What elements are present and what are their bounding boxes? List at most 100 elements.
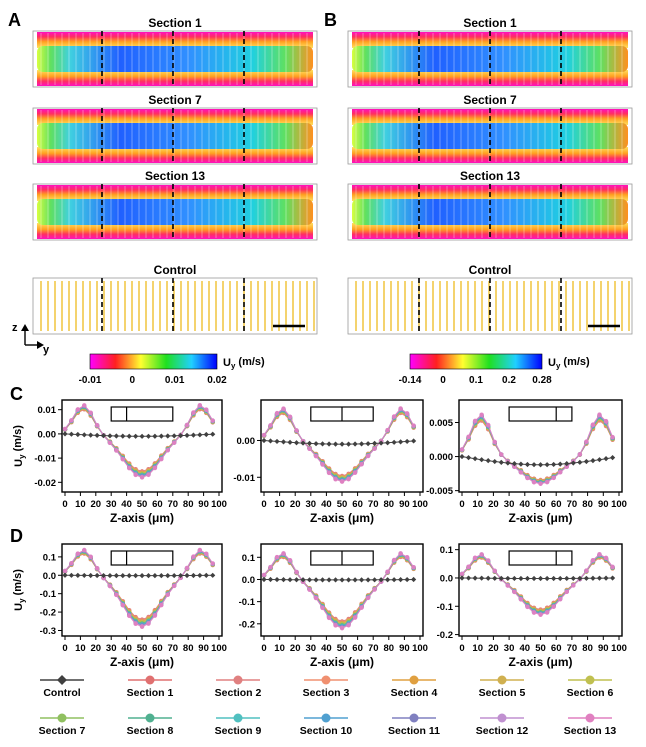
legend-item-section-7: Section 7 (39, 713, 85, 737)
x-tick-label: 0 (62, 643, 67, 654)
legend-marker (585, 675, 595, 685)
data-point (82, 403, 87, 408)
colorbar-tick-label: 0 (440, 375, 446, 386)
data-point (538, 612, 543, 617)
data-point (88, 432, 94, 438)
data-point (165, 572, 171, 579)
data-point (564, 575, 570, 582)
data-point (190, 572, 197, 579)
field-title: Control (469, 263, 512, 277)
data-point (378, 577, 384, 583)
data-point (281, 406, 286, 411)
x-tick-label: 50 (337, 643, 348, 654)
inset-schematic (310, 406, 374, 422)
data-point (107, 440, 113, 446)
colorbar-gradient (89, 353, 218, 370)
field-title: Section 7 (463, 93, 517, 107)
y-tick-label: 0.1 (242, 553, 256, 564)
data-point (197, 547, 203, 553)
x-tick-label: 90 (198, 643, 209, 654)
data-point (280, 439, 287, 445)
data-point (577, 459, 583, 465)
field-box (347, 277, 633, 335)
field-box (32, 107, 318, 165)
data-point (133, 433, 139, 439)
field-panel-a: Section 1 Section 7 Section 13 Control (32, 16, 318, 335)
data-point (472, 555, 478, 560)
line-charts: 0 10 20 30 40 50 60 70 80 90 1000.010.00-0.01-0.02… (12, 399, 627, 669)
x-tick-label: 100 (611, 643, 627, 654)
colorbar-label: Uy (m/s) (548, 356, 590, 370)
data-point (320, 605, 325, 611)
x-tick-label: 30 (504, 499, 515, 510)
x-tick-label: 70 (567, 643, 578, 654)
data-point (472, 418, 478, 424)
data-point (319, 441, 326, 447)
legend-marker (57, 675, 67, 685)
x-tick-label: 90 (598, 643, 609, 654)
legend-marker (233, 713, 243, 723)
data-point (603, 418, 609, 424)
data-point (120, 573, 126, 579)
data-point (287, 439, 293, 445)
x-tick-label: 20 (488, 499, 499, 510)
field-box (347, 183, 633, 241)
legend-item-section-1: Section 1 (127, 675, 174, 699)
data-point (190, 432, 197, 438)
data-point (88, 410, 93, 415)
x-tick-label: 10 (75, 643, 86, 654)
x-tick-label: 20 (488, 643, 499, 654)
x-tick-label: 60 (352, 643, 363, 654)
z-arrowhead (21, 324, 29, 331)
colorbar-tick-label: 0.28 (532, 375, 552, 386)
legend-item-section-8: Section 8 (127, 713, 173, 737)
data-point (184, 432, 190, 438)
colorbar-tick-label: -0.01 (79, 375, 102, 386)
data-point (391, 577, 397, 583)
y-tick-label: 0.00 (38, 429, 57, 440)
data-point (518, 597, 524, 602)
data-point (126, 433, 132, 439)
legend-item-section-13: Section 13 (564, 713, 616, 737)
x-tick-label: 40 (321, 499, 332, 510)
legend-marker (409, 675, 419, 685)
data-point (479, 457, 485, 463)
field-box (32, 183, 318, 241)
data-point (610, 434, 615, 440)
data-point (485, 458, 491, 464)
data-point (127, 613, 132, 619)
data-point (261, 432, 267, 438)
data-point (505, 575, 511, 582)
y-tick-label: -0.1 (40, 589, 57, 600)
x-tick-label: 70 (368, 643, 379, 654)
data-point (152, 573, 158, 579)
data-point (197, 403, 203, 408)
data-point (114, 448, 119, 453)
data-point (210, 561, 215, 566)
field-title: Control (154, 263, 197, 277)
data-point (564, 461, 570, 467)
x-tick-label: 100 (211, 499, 227, 510)
data-point (398, 439, 404, 445)
data-point (159, 456, 164, 462)
colorbar-tick-label: 0.01 (165, 375, 185, 386)
data-point (82, 547, 87, 553)
data-point (525, 475, 530, 481)
data-point (171, 572, 177, 579)
data-point (531, 575, 537, 582)
y-tick-label: 0.01 (38, 405, 57, 416)
axis-indicator-y-label: y (43, 344, 50, 356)
data-point (68, 431, 75, 437)
legend-label: Section 1 (127, 687, 174, 699)
data-point (345, 577, 352, 583)
legend-label: Section 12 (476, 725, 529, 737)
x-tick-label: 90 (198, 499, 209, 510)
field-title: Section 13 (460, 169, 520, 183)
data-point (531, 610, 537, 615)
x-tick-label: 50 (337, 499, 348, 510)
data-point (139, 624, 145, 629)
data-point (551, 461, 557, 468)
colorbars: -0.01 0 0.01 0.02 Uy (m/s) -0.14 0 0.1 0.2 0.28 Uy… (79, 353, 590, 386)
y-tick-label: -0.2 (239, 619, 255, 630)
series-section-13 (261, 406, 416, 484)
